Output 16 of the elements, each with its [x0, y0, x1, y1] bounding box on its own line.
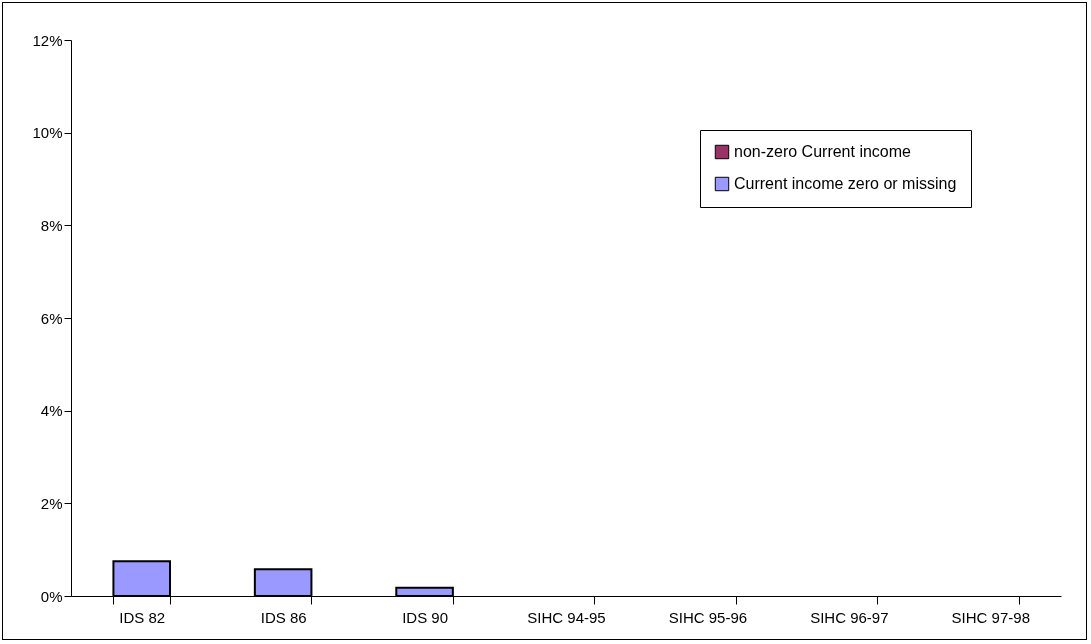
y-tick-label: 12% [32, 31, 63, 49]
y-tick-label: 2% [40, 494, 63, 512]
x-tick-label: SIHC 96-97 [810, 608, 889, 626]
x-tick-label: IDS 86 [260, 608, 307, 626]
legend-label: Current income zero or missing [734, 175, 957, 192]
y-tick-label: 0% [40, 587, 63, 605]
x-tick-label: SIHC 94-95 [527, 608, 606, 626]
x-tick-label: SIHC 95-96 [668, 608, 748, 626]
y-tick-label: 8% [40, 216, 63, 234]
y-tick-label: 10% [32, 124, 63, 142]
x-tick-label: IDS 90 [402, 608, 448, 626]
y-tick-label: 6% [40, 309, 63, 327]
x-tick-label: SIHC 97-98 [951, 608, 1030, 626]
x-tick-label: IDS 82 [119, 608, 166, 626]
y-tick-label: 4% [40, 402, 63, 420]
legend-label: non-zero Current income [734, 143, 912, 160]
